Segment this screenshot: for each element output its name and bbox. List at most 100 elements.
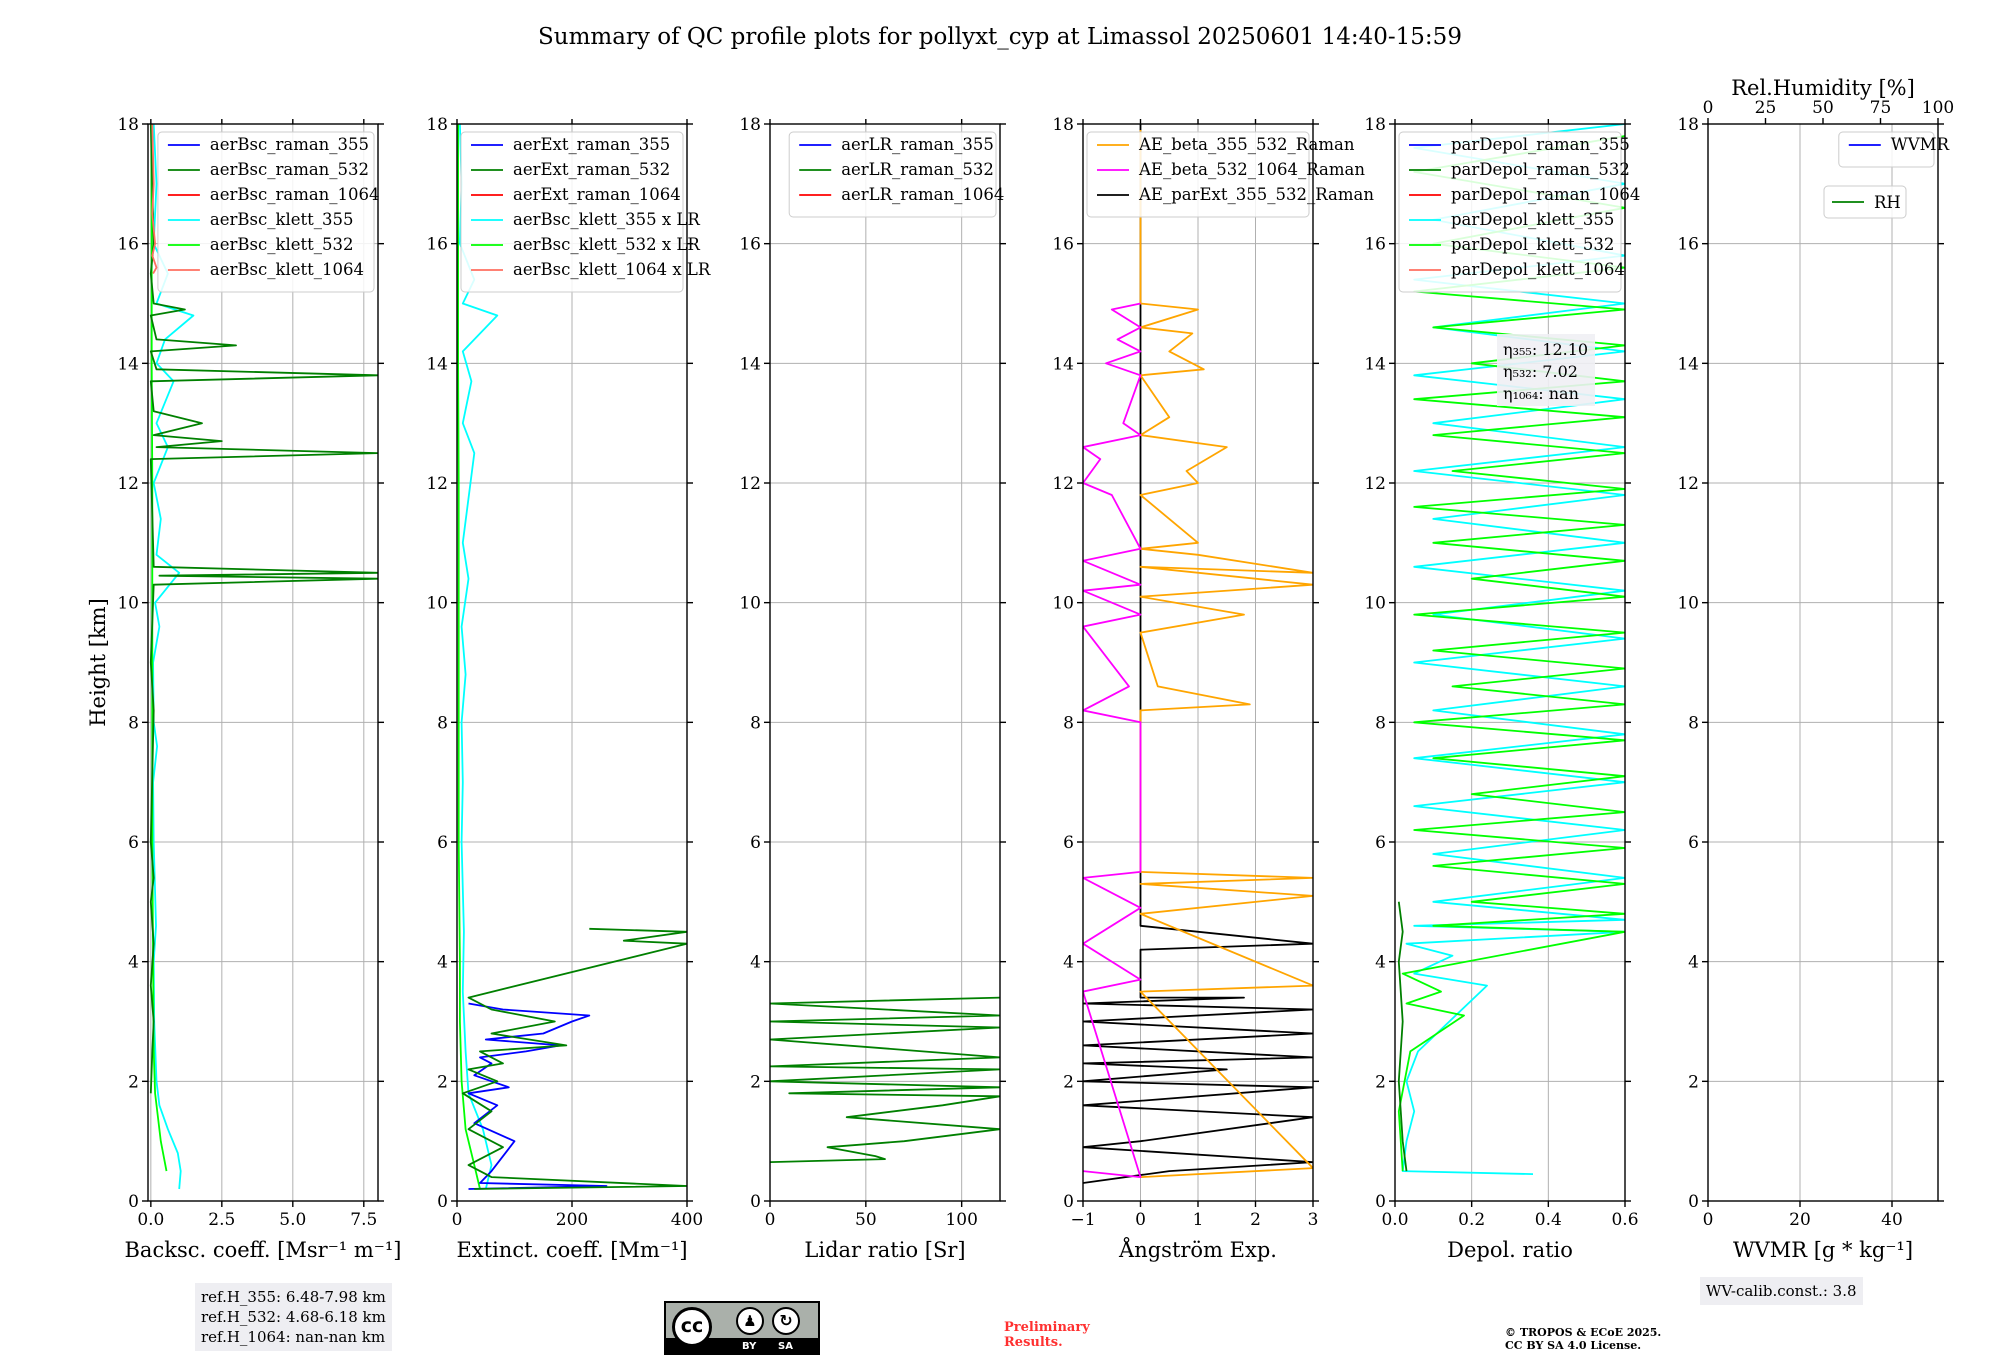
- preliminary-line-1: Preliminary: [1004, 1320, 1090, 1335]
- x-tick-label: 0.2: [1458, 1210, 1485, 1230]
- y-tick-label: 12: [1364, 474, 1386, 494]
- y-tick-label: 4: [1688, 953, 1699, 973]
- legend: aerBsc_raman_355 aerBsc_raman_532 aerBsc_r…: [157, 131, 380, 293]
- top-x-tick-label: 0: [1703, 98, 1714, 118]
- y-tick-label: 8: [1063, 713, 1074, 733]
- x-tick-label: 200: [556, 1210, 588, 1230]
- x-tick-label: 0.0: [137, 1210, 164, 1230]
- y-tick-label: 14: [1052, 354, 1074, 374]
- y-tick-label: 0: [128, 1192, 139, 1212]
- legend: parDepol_raman_355 parDepol_raman_532 parD…: [1398, 131, 1640, 293]
- y-tick-label: 0: [750, 1192, 761, 1212]
- y-tick-label: 6: [128, 833, 139, 853]
- legend-label: aerBsc_klett_532: [210, 235, 354, 254]
- legend-label: aerBsc_raman_355: [210, 135, 369, 154]
- y-tick-label: 18: [1677, 115, 1699, 135]
- y-tick-label: 6: [437, 833, 448, 853]
- panel-backscatter: 0 2 4 6 8 10 12 14 16 18 0.0 2.5 5.0 7.5 Backsc. coeff…: [86, 115, 401, 1262]
- x-axis-label: Ångström Exp.: [1118, 1237, 1277, 1262]
- series-group: [770, 996, 1000, 1163]
- cc-logo-icon: cc: [672, 1307, 712, 1347]
- figure-title: Summary of QC profile plots for pollyxt_…: [538, 24, 1462, 50]
- legend-label: aerExt_raman_1064: [513, 185, 681, 204]
- x-tick-label: 0.0: [1381, 1210, 1408, 1230]
- y-tick-label: 2: [750, 1072, 761, 1092]
- x-tick-label: 2: [1250, 1210, 1261, 1230]
- y-tick-label: 0: [1688, 1192, 1699, 1212]
- y-tick-label: 2: [1375, 1072, 1386, 1092]
- eta-annotation-line: η₁₀₆₄: nan: [1503, 384, 1579, 403]
- top-x-tick-label: 50: [1812, 98, 1834, 118]
- copyright-line-2: CC BY SA 4.0 License.: [1505, 1339, 1642, 1352]
- y-tick-label: 2: [437, 1072, 448, 1092]
- x-tick-label: 50: [855, 1210, 877, 1230]
- legend-label: aerLR_raman_355: [841, 135, 994, 154]
- legend: aerExt_raman_355 aerExt_raman_532 aerExt_r…: [460, 131, 711, 293]
- axes-frame: [147, 123, 379, 1202]
- sa-share-icon: ↻: [772, 1307, 800, 1335]
- y-tick-label: 0: [437, 1192, 448, 1212]
- wv-calibration-constant: WV-calib.const.: 3.8: [1706, 1282, 1857, 1300]
- ref-height-1064: ref.H_1064: nan-nan km: [201, 1328, 386, 1346]
- x-tick-label: 100: [945, 1210, 977, 1230]
- legend-label: AE_beta_355_532_Raman: [1138, 135, 1355, 154]
- y-tick-label: 14: [426, 354, 448, 374]
- legend-label: parDepol_klett_532: [1451, 235, 1614, 254]
- panel-depolarization: 0 2 4 6 8 10 12 14 16 18 0.0 0.2 0.4 0.6 Depol. ratio p…: [1364, 115, 1640, 1262]
- legend-label: aerLR_raman_1064: [841, 185, 1004, 204]
- legend-frame: [157, 131, 375, 293]
- series-line-aerExt_raman_532: [461, 927, 687, 1190]
- top-x-tick-label: 25: [1755, 98, 1777, 118]
- preliminary-note: Preliminary Results.: [1004, 1320, 1090, 1350]
- x-tick-label: 0: [1703, 1210, 1714, 1230]
- x-tick-label: 40: [1881, 1210, 1903, 1230]
- series-line-parDepol_raman_532: [1397, 901, 1408, 1172]
- series-group: [1083, 124, 1313, 1184]
- x-tick-label: 0: [452, 1210, 463, 1230]
- y-tick-label: 18: [1052, 115, 1074, 135]
- y-tick-label: 2: [1688, 1072, 1699, 1092]
- y-tick-label: 12: [426, 474, 448, 494]
- y-tick-label: 16: [117, 235, 139, 255]
- y-tick-label: 14: [1364, 354, 1386, 374]
- y-tick-label: 14: [739, 354, 761, 374]
- grid-water_vapor: [1707, 123, 1938, 1202]
- copyright-line-1: © TROPOS & ECoE 2025.: [1505, 1326, 1662, 1339]
- ref-height-532: ref.H_532: 4.68-6.18 km: [201, 1308, 386, 1326]
- legend-label: aerExt_raman_532: [513, 160, 670, 179]
- y-tick-label: 8: [128, 713, 139, 733]
- x-axis-label: Extinct. coeff. [Mm⁻¹]: [456, 1238, 687, 1262]
- legend-label: aerBsc_klett_532 x LR: [513, 235, 700, 254]
- series-group: [149, 124, 378, 1190]
- series-line-aerBsc_klett_355 x LR: [458, 124, 499, 1190]
- y-tick-label: 16: [1052, 235, 1074, 255]
- x-axis-label: WVMR [g * kg⁻¹]: [1733, 1238, 1913, 1262]
- x-tick-label: 20: [1789, 1210, 1811, 1230]
- y-tick-label: 2: [128, 1072, 139, 1092]
- copyright-note: © TROPOS & ECoE 2025. CC BY SA 4.0 Licen…: [1505, 1326, 1661, 1352]
- grid-lidar_ratio: [769, 123, 1000, 1202]
- y-tick-label: 12: [739, 474, 761, 494]
- y-tick-label: 6: [1375, 833, 1386, 853]
- series-line-aerBsc_raman_532: [149, 124, 378, 1094]
- y-tick-label: 4: [437, 953, 448, 973]
- series-line-aerLR_raman_532: [770, 996, 1000, 1163]
- top-x-tick-label: 75: [1870, 98, 1892, 118]
- series-line-aerBsc_klett_1064: [151, 124, 158, 275]
- eta-annotation-box: [1497, 334, 1595, 406]
- y-axis-label: Height [km]: [86, 598, 110, 727]
- legend-label: parDepol_raman_1064: [1451, 185, 1640, 204]
- series-line-parDepol_klett_532: [1397, 135, 1625, 1172]
- y-tick-label: 16: [426, 235, 448, 255]
- legend-label: AE_beta_532_1064_Raman: [1138, 160, 1365, 179]
- eta-annotation-line: η₃₅₅: 12.10: [1503, 340, 1588, 359]
- axes-frame: [769, 123, 1001, 1202]
- y-tick-label: 12: [1052, 474, 1074, 494]
- x-tick-label: 400: [671, 1210, 703, 1230]
- cc-by-label: BY: [742, 1341, 757, 1352]
- y-tick-label: 4: [750, 953, 761, 973]
- legend: WVMR: [1838, 131, 1950, 168]
- y-tick-label: 10: [1052, 594, 1074, 614]
- wv-calibration-box: WV-calib.const.: 3.8: [1700, 1277, 1863, 1305]
